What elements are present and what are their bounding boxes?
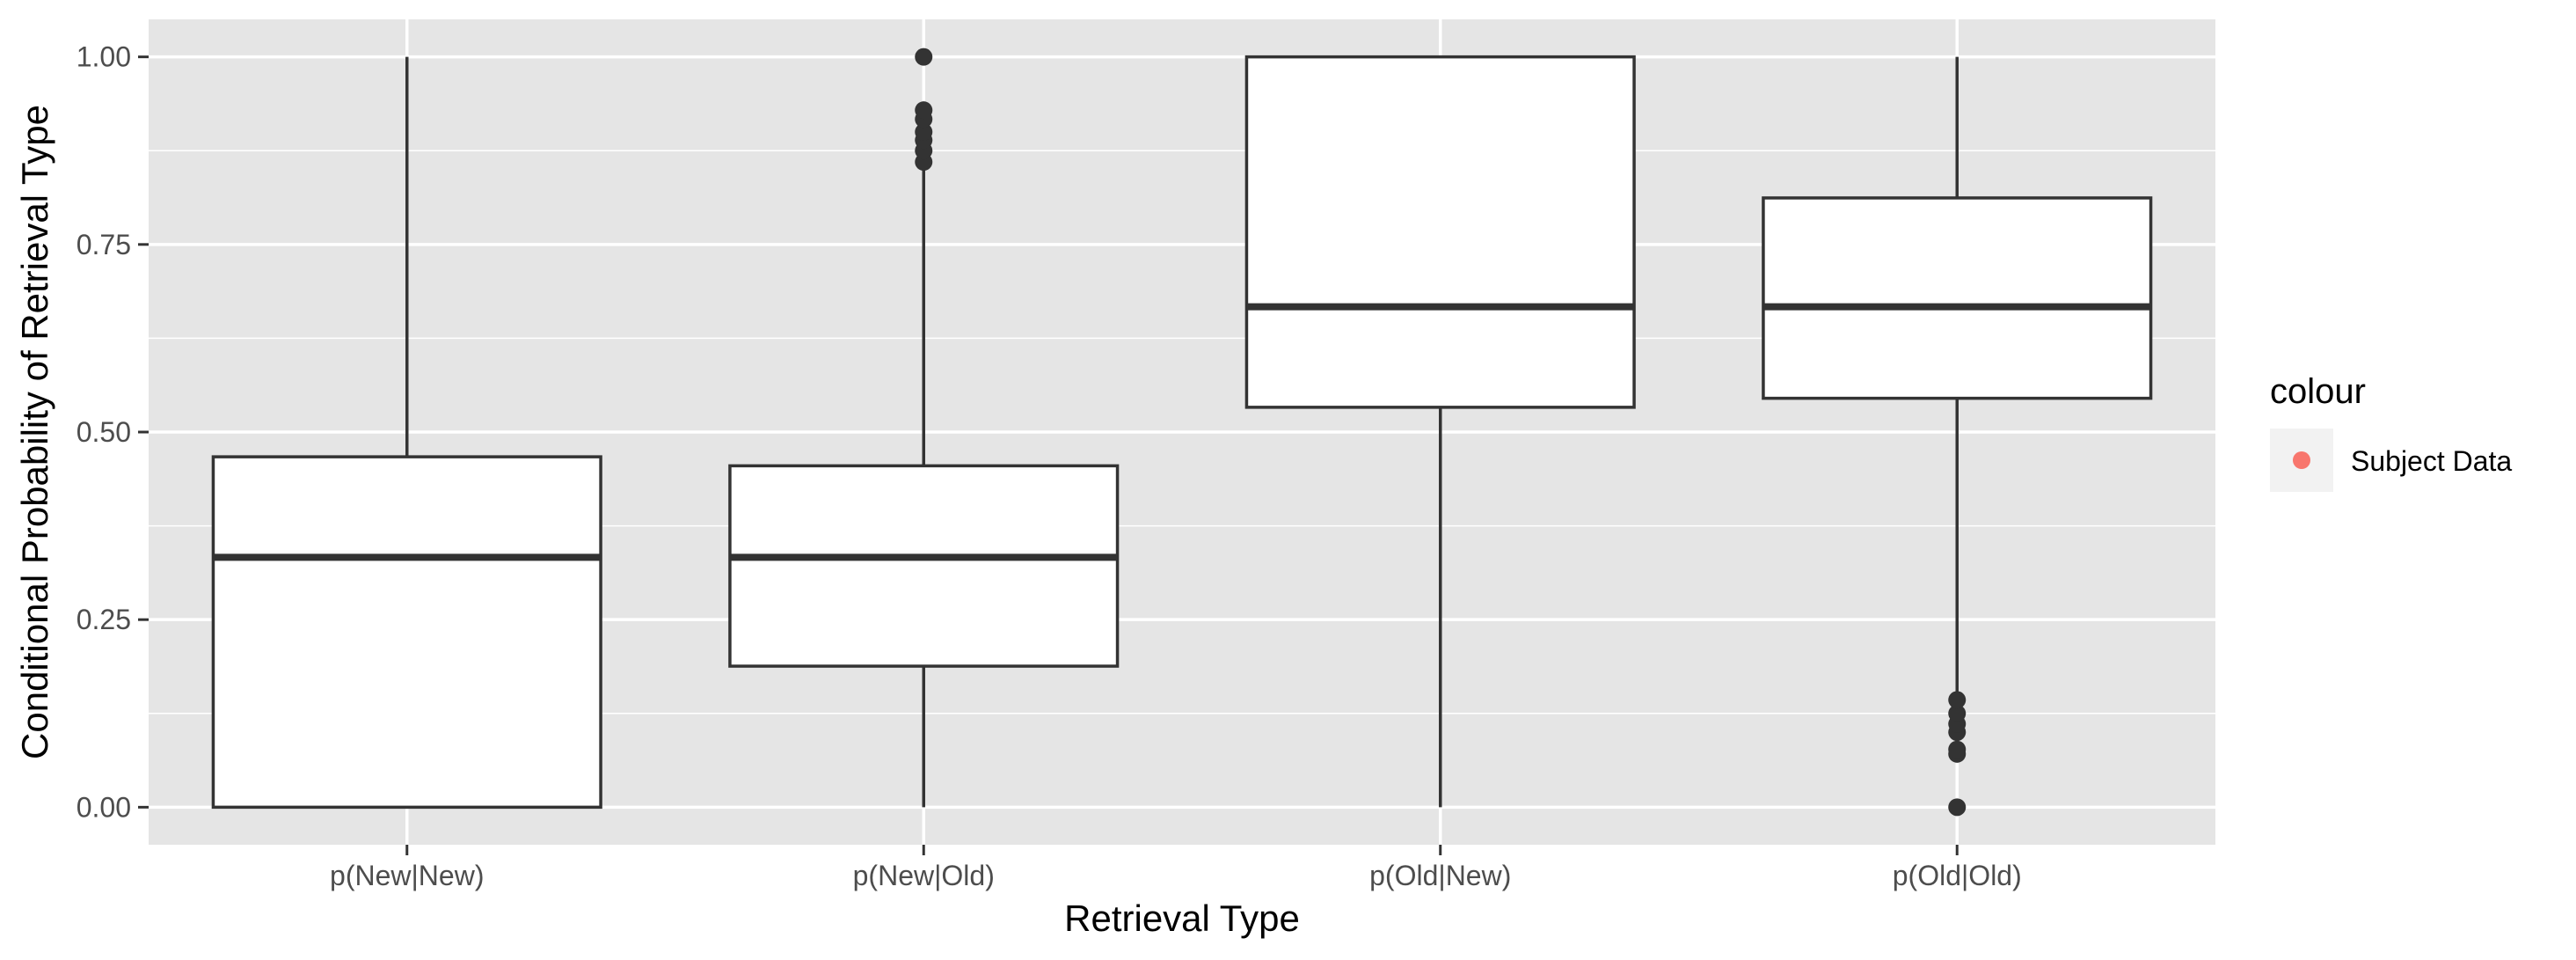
outlier-point [915, 101, 933, 120]
box-3 [1244, 55, 1636, 808]
y-tick-label: 0.00 [77, 791, 131, 823]
y-axis: 0.00 0.25 0.50 0.75 1.00 [77, 41, 149, 823]
box-1 [211, 56, 602, 810]
box-4 [1762, 56, 2153, 817]
x-tick-label: p(Old|Old) [1893, 860, 2022, 891]
y-tick-label: 0.25 [77, 604, 131, 635]
box-iqr [1244, 55, 1636, 409]
y-tick-label: 0.50 [77, 416, 131, 448]
legend-label-subject-data: Subject Data [2351, 445, 2512, 477]
box-iqr [728, 464, 1120, 668]
legend-key-point [2293, 451, 2310, 469]
outlier-point [915, 122, 933, 141]
x-tick-label: p(Old|New) [1369, 860, 1511, 891]
legend-title: colour [2270, 372, 2366, 411]
x-tick-label: p(New|Old) [853, 860, 995, 891]
outlier-point [1948, 691, 1967, 709]
legend: colour Subject Data [2270, 372, 2512, 492]
outlier-point [1948, 740, 1967, 758]
x-axis: p(New|New) p(New|Old) p(Old|New) p(Old|Old) [330, 845, 2022, 891]
boxes [211, 48, 2153, 817]
outlier-point [1948, 798, 1967, 817]
x-axis-title: Retrieval Type [1064, 898, 1300, 939]
outlier-point [915, 48, 933, 66]
box-iqr [211, 455, 602, 810]
box-iqr [1762, 196, 2153, 400]
outlier-point [1948, 704, 1967, 722]
x-tick-label: p(New|New) [330, 860, 484, 891]
y-axis-title: Conditional Probability of Retrieval Typ… [14, 105, 55, 759]
y-tick-label: 0.75 [77, 229, 131, 260]
box-2 [728, 48, 1120, 808]
y-tick-label: 1.00 [77, 41, 131, 73]
